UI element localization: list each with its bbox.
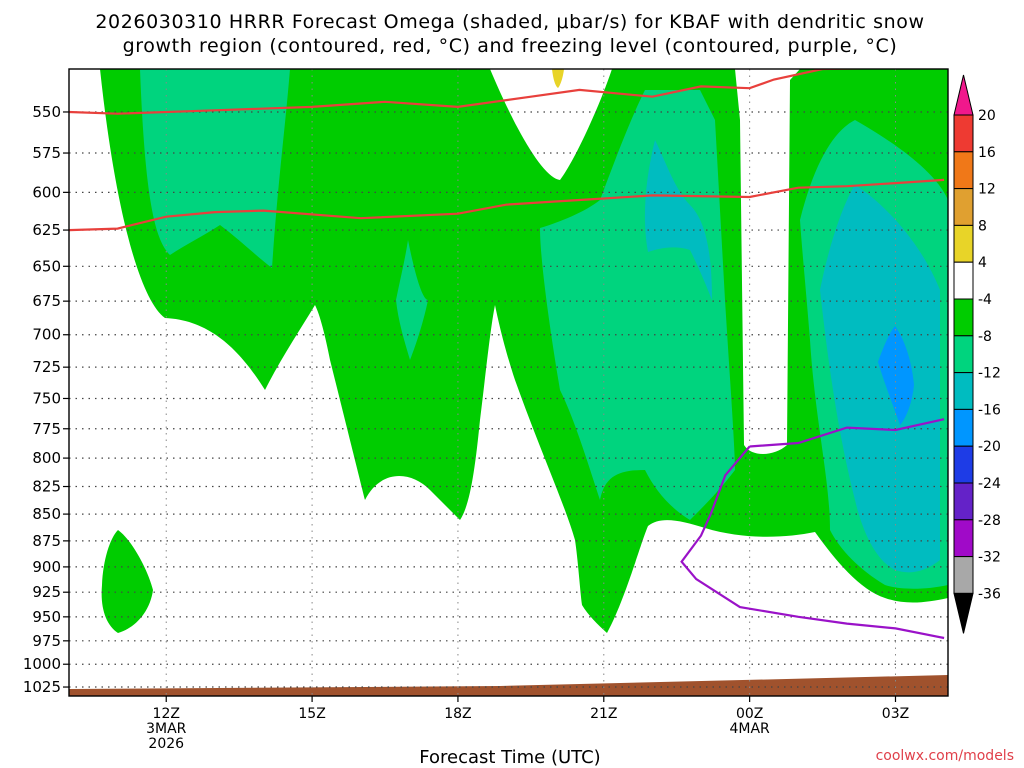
colorbar-label: -24: [978, 476, 1001, 492]
colorbar-swatch: [953, 445, 974, 484]
y-tick-label: 575: [32, 144, 61, 162]
colorbar: 20 16 12 8 4 -4 -8 -12 -16 -20 -24 -28 -32 -36: [953, 74, 1001, 634]
colorbar-label: -28: [978, 513, 1001, 529]
x-tick-label: 15Z: [298, 706, 325, 722]
freezing-level-contour: [749, 418, 945, 448]
y-tick-label: 925: [32, 583, 61, 601]
y-tick-label: 550: [32, 103, 61, 121]
colorbar-label: 8: [978, 218, 987, 234]
colorbar-label: -8: [978, 329, 992, 345]
y-tick-label: 725: [32, 358, 61, 376]
colorbar-swatch: [953, 519, 974, 558]
chart-title-line2: growth region (contoured, red, °C) and f…: [123, 35, 898, 57]
credit-text: coolwx.com/models: [876, 748, 1014, 764]
x-tick-label: 12Z: [153, 706, 180, 722]
colorbar-label: -4: [978, 292, 992, 308]
colorbar-top-arrow: [953, 74, 974, 116]
colorbar-swatch: [953, 261, 974, 300]
y-tick-label: 800: [32, 449, 61, 467]
y-tick-label: 875: [32, 532, 61, 550]
colorbar-label: -36: [978, 586, 1001, 602]
y-tick-label: 975: [32, 632, 61, 650]
omega-region-minus12-mid: [644, 140, 712, 300]
colorbar-swatch: [953, 114, 974, 153]
omega-blob-lowlevel: [101, 530, 153, 633]
colorbar-label: 12: [978, 182, 996, 198]
gridlines: [69, 69, 948, 696]
x-tick-label: 03Z: [882, 706, 909, 722]
x-axis-label: Forecast Time (UTC): [419, 747, 600, 768]
omega-region-minus4: [100, 69, 948, 633]
y-tick-label: 750: [32, 389, 61, 407]
y-tick-label: 650: [32, 257, 61, 275]
colorbar-swatch: [953, 335, 974, 374]
omega-region-minus12-right: [820, 185, 940, 573]
y-tick-label: 1000: [23, 655, 61, 673]
y-tick-label: 775: [32, 420, 61, 438]
y-tick-label: 825: [32, 478, 61, 496]
x-tick-label: 00Z: [736, 706, 763, 722]
colorbar-label: -32: [978, 550, 1001, 566]
colorbar-swatch: [953, 224, 974, 263]
colorbar-label: -16: [978, 402, 1001, 418]
y-tick-label: 675: [32, 292, 61, 310]
colorbar-label: 16: [978, 145, 996, 161]
y-tick-label: 850: [32, 505, 61, 523]
colorbar-swatch: [953, 188, 974, 226]
colorbar-label: 4: [978, 255, 987, 271]
x-tick-year: 2026: [148, 736, 184, 752]
colorbar-label: -20: [978, 439, 1001, 455]
colorbar-swatch: [953, 298, 974, 337]
colorbar-swatch: [953, 151, 974, 190]
colorbar-swatch: [953, 556, 974, 594]
freezing-level-lower-contour: [680, 445, 945, 640]
y-tick-label: 625: [32, 221, 61, 239]
dendritic-minus18-contour: [69, 178, 945, 232]
omega-region-minus8-diamond: [396, 240, 428, 360]
x-tick-label: 18Z: [444, 706, 471, 722]
colorbar-bottom-arrow: [953, 592, 974, 634]
colorbar-swatch: [953, 372, 974, 410]
chart-title-line1: 2026030310 HRRR Forecast Omega (shaded, …: [95, 11, 924, 33]
omega-region-minus8-upper: [140, 69, 290, 268]
colorbar-swatch: [953, 408, 974, 447]
y-axis: 550 575 600 625 650 675 700 725 750 775 800 825 850 8…: [23, 103, 69, 696]
y-tick-label: 900: [32, 558, 61, 576]
colorbar-label: 20: [978, 108, 996, 124]
plot-frame: [68, 68, 949, 697]
colorbar-swatch: [953, 482, 974, 521]
omega-region-positive-blip: [552, 69, 564, 88]
contours: [69, 69, 945, 640]
omega-shading: [69, 69, 948, 696]
colorbar-label: -12: [978, 366, 1001, 382]
y-tick-label: 1025: [23, 678, 61, 696]
y-tick-label: 700: [32, 326, 61, 344]
y-tick-label: 600: [32, 183, 61, 201]
omega-region-minus8-mid: [540, 90, 735, 520]
x-tick-date: 3MAR: [146, 721, 187, 737]
x-tick-label: 21Z: [590, 706, 617, 722]
dendritic-minus12-contour: [69, 69, 897, 115]
terrain-fill: [69, 675, 948, 696]
plot-area: [68, 68, 949, 697]
omega-region-minus16-core: [878, 326, 914, 425]
x-tick-date: 4MAR: [729, 721, 770, 737]
y-tick-label: 950: [32, 608, 61, 626]
